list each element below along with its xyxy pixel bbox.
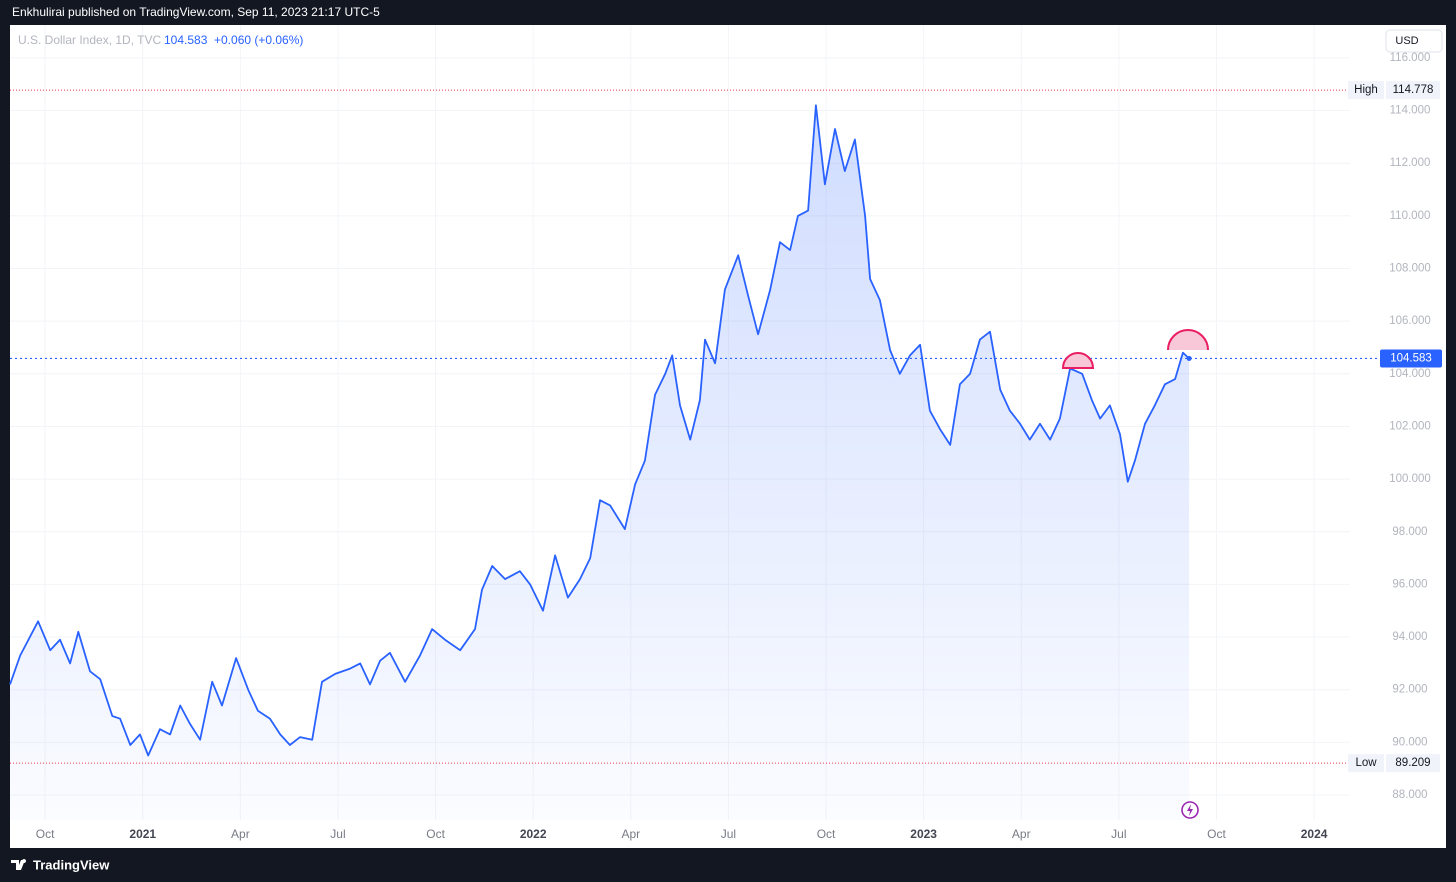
y-tick-label: 98.000 [1392,526,1427,538]
y-tick-label: 102.000 [1389,420,1431,432]
pattern-arc [1167,329,1209,351]
high-value-bg [1386,81,1440,100]
currency-button[interactable] [1385,29,1443,53]
event-icon[interactable] [1181,801,1199,819]
brand-name: TradingView [33,857,110,872]
low-value-bg [1386,754,1440,773]
high-label-bg [1348,81,1384,100]
pattern-arc [1061,352,1095,369]
x-tick-label: Oct [426,827,445,841]
x-tick-label: Oct [36,827,55,841]
legend-change: +0.060 (+0.06%) [214,33,303,47]
x-tick-label: Jul [721,827,736,841]
symbol-title: U.S. Dollar Index, 1D, TVC [18,33,161,47]
x-tick-label: Jul [330,827,345,841]
x-tick-label: Apr [231,827,250,841]
y-tick-label: 116.000 [1390,52,1431,64]
y-tick-label: 92.000 [1392,684,1427,696]
last-point [1186,355,1192,361]
publish-info: Enkhulirai published on TradingView.com,… [12,5,380,19]
x-tick-label: Oct [1207,827,1226,841]
x-tick-label: Apr [1012,827,1031,841]
event-icon-bolt [1187,804,1193,816]
high-value: 114.778 [1393,84,1434,96]
y-tick-label: 88.000 [1392,789,1427,801]
y-tick-label: 94.000 [1392,631,1427,643]
y-tick-label: 90.000 [1392,736,1427,748]
x-tick-label: 2022 [520,827,547,841]
y-tick-label: 100.000 [1389,473,1431,485]
x-tick-label: Apr [621,827,640,841]
low-value: 89.209 [1395,757,1430,769]
y-tick-label: 104.000 [1389,368,1431,380]
y-tick-label: 106.000 [1389,315,1431,327]
y-tick-label: 112.000 [1390,157,1431,169]
x-tick-label: 2021 [129,827,156,841]
low-label-bg [1348,754,1384,773]
y-tick-label: 114.000 [1390,105,1431,117]
high-label: High [1354,84,1378,96]
x-tick-label: 2024 [1301,827,1328,841]
x-tick-label: Oct [817,827,836,841]
y-tick-label: 110.000 [1390,210,1431,222]
area-fill [10,105,1190,821]
last-price-label: 104.583 [1390,352,1432,364]
last-price-bg [1380,349,1442,368]
brand-logo [11,859,27,870]
y-tick-label: 108.000 [1389,263,1431,275]
plot-area: 88.000 90.000 92.000 94.000 96.000 98.000 100.… [9,25,1442,841]
legend-price: 104.583 [164,33,208,47]
currency-label[interactable]: USD [1395,35,1418,47]
low-label: Low [1355,757,1377,769]
x-tick-label: 2023 [910,827,937,841]
y-tick-label: 96.000 [1392,578,1427,590]
price-line [9,104,1190,757]
x-tick-label: Jul [1111,827,1126,841]
